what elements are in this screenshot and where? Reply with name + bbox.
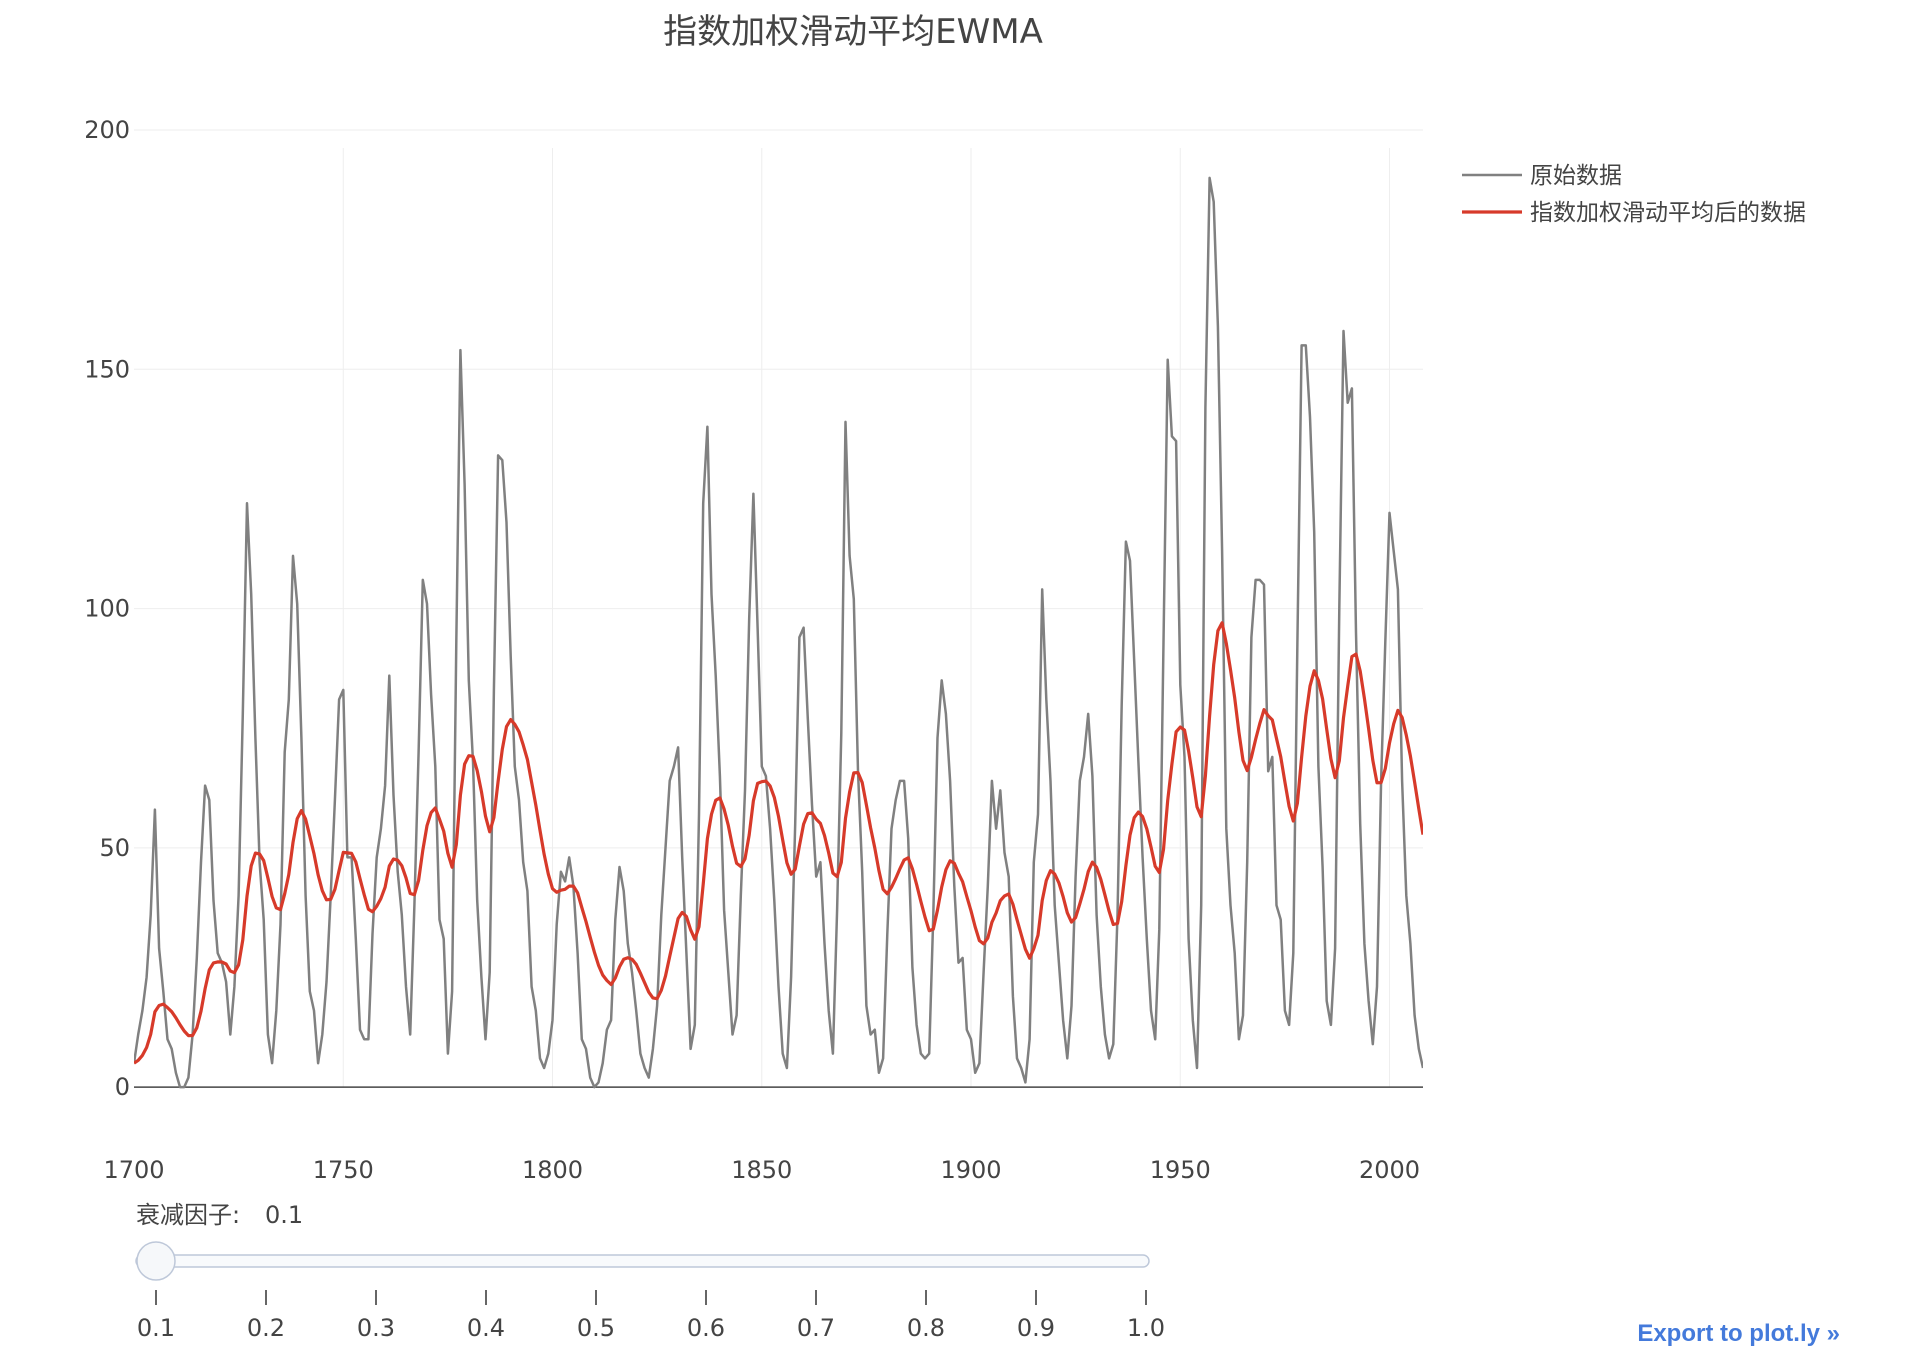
slider-handle[interactable] [136,1241,176,1281]
legend-item-raw[interactable]: 原始数据 [1462,163,1622,189]
slider-step-label[interactable]: 0.9 [1017,1314,1055,1342]
export-to-plotly-link[interactable]: Export to plot.ly » [1637,1320,1840,1347]
x-tick-label: 2000 [1359,1156,1420,1184]
slider-ticks: 0.1 0.2 0.3 0.4 0.5 0.6 0.7 0.8 0.9 1.0 [137,1290,1165,1342]
y-axis: 0 50 100 150 200 [84,116,130,1101]
decay-factor-slider: 衰减因子: 0.1 0.1 0.2 0.3 0.4 0.5 0.6 0.7 0.8 0.9 1.0 [135,1201,1165,1342]
y-tick-label: 50 [99,834,130,862]
slider-label: 衰减因子: [136,1201,240,1229]
chart-title: 指数加权滑动平均EWMA [663,12,1043,52]
x-tick-label: 1950 [1150,1156,1211,1184]
slider-step-label[interactable]: 0.5 [577,1314,615,1342]
legend-label-raw: 原始数据 [1530,163,1622,189]
slider-step-label[interactable]: 0.4 [467,1314,505,1342]
series-line-ewma [134,621,1423,1065]
x-tick-label: 1750 [313,1156,374,1184]
slider-step-label[interactable]: 1.0 [1127,1314,1165,1342]
x-tick-label: 1700 [103,1156,164,1184]
legend-label-ewma: 指数加权滑动平均后的数据 [1530,200,1806,226]
y-tick-label: 150 [84,355,130,383]
slider-current-value: 0.1 [265,1201,303,1229]
slider-step-label[interactable]: 0.2 [247,1314,285,1342]
y-tick-label: 100 [84,595,130,623]
x-tick-label: 1900 [940,1156,1001,1184]
x-axis: 1700 1750 1800 1850 1900 1950 2000 [103,1156,1420,1184]
y-tick-label: 200 [84,116,130,144]
slider-step-label[interactable]: 0.7 [797,1314,835,1342]
slider-step-label[interactable]: 0.1 [137,1314,175,1342]
x-tick-label: 1800 [522,1156,583,1184]
slider-step-label[interactable]: 0.3 [357,1314,395,1342]
slider-step-label[interactable]: 0.6 [687,1314,725,1342]
legend: 原始数据 指数加权滑动平均后的数据 [1462,163,1806,226]
slider-rail[interactable] [135,1254,1150,1268]
slider-step-label[interactable]: 0.8 [907,1314,945,1342]
legend-item-ewma[interactable]: 指数加权滑动平均后的数据 [1462,200,1806,226]
x-tick-label: 1850 [731,1156,792,1184]
y-tick-label: 0 [115,1073,130,1101]
series-line-raw [134,176,1423,1089]
